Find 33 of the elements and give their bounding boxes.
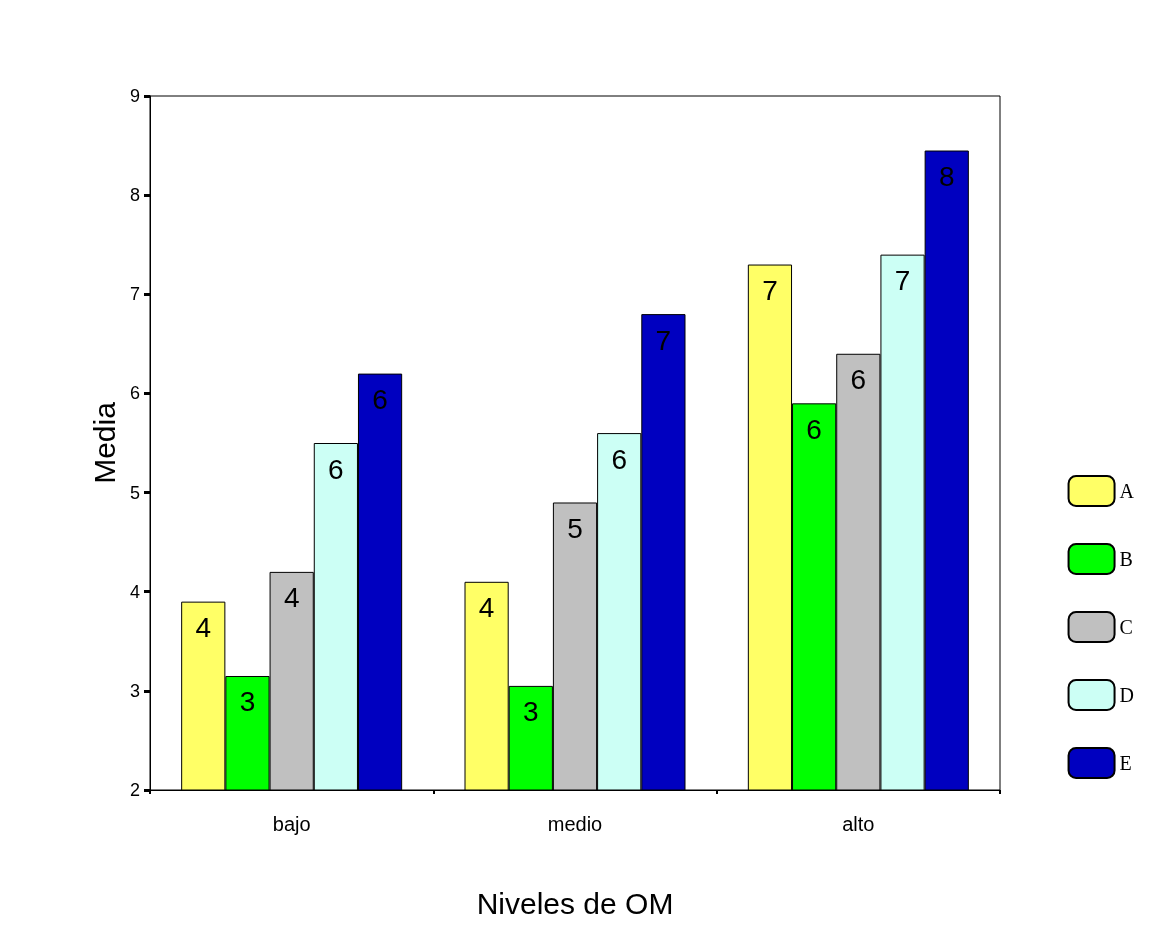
x-tick-label: bajo <box>272 813 311 835</box>
data-label: 6 <box>328 453 344 485</box>
y-tick-label: 3 <box>129 680 140 701</box>
data-label: 6 <box>850 364 867 396</box>
data-label: 8 <box>938 161 955 193</box>
data-label: 5 <box>567 512 583 544</box>
legend-label: E <box>1119 752 1132 774</box>
y-tick-label: 9 <box>129 86 140 106</box>
legend-label: A <box>1119 480 1135 502</box>
data-label: 4 <box>478 592 495 624</box>
x-axis-title: Niveles de OM <box>476 886 674 920</box>
y-axis-title: Media <box>87 401 121 484</box>
y-tick-label: 8 <box>129 185 140 206</box>
data-label: 6 <box>806 413 822 445</box>
data-label: 7 <box>894 265 911 297</box>
x-tick-label: alto <box>842 813 875 835</box>
data-label: 6 <box>611 443 627 475</box>
y-tick-label: 4 <box>129 581 140 602</box>
data-label: 6 <box>372 384 388 416</box>
y-tick-label: 6 <box>129 383 140 404</box>
data-label: 3 <box>239 686 256 718</box>
legend-label: B <box>1119 548 1133 570</box>
y-tick-label: 5 <box>129 482 140 503</box>
data-label: 4 <box>283 582 300 614</box>
data-label: 7 <box>655 324 672 356</box>
data-label: 7 <box>762 275 778 307</box>
data-label: 4 <box>195 612 212 644</box>
x-tick-label: medio <box>547 813 603 835</box>
legend-label: C <box>1119 616 1133 638</box>
y-tick-label: 7 <box>129 284 140 305</box>
y-tick-label: 2 <box>129 780 140 800</box>
legend-label: D <box>1119 684 1135 706</box>
data-label: 3 <box>523 696 539 728</box>
